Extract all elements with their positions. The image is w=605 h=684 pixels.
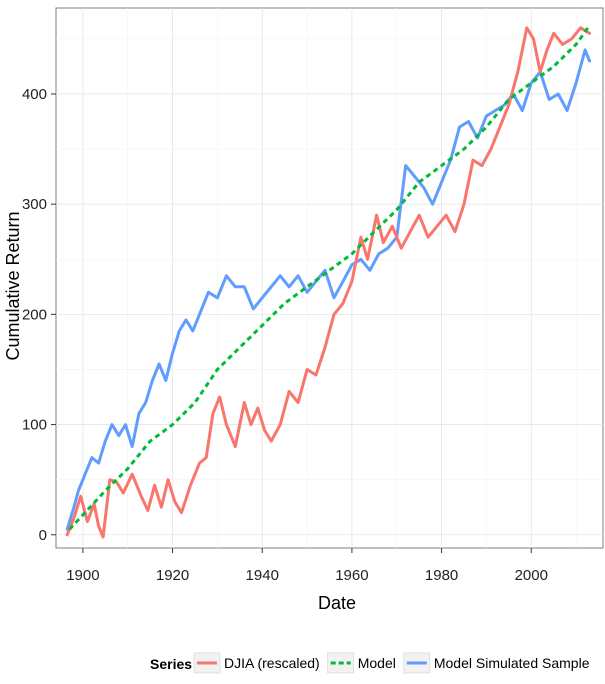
x-tick-label: 2000 (515, 567, 548, 584)
series-line-3 (65, 48, 591, 531)
y-tick-label: 0 (39, 527, 47, 544)
x-tick-label: 1960 (335, 567, 368, 584)
series-line-1 (65, 26, 591, 539)
y-tick-label: 300 (22, 196, 47, 213)
y-axis-label: Cumulative Return (3, 211, 23, 360)
legend-label-3: Model Simulated Sample (434, 655, 590, 671)
legend: Series DJIA (rescaled) Model Model Simulat… (150, 652, 590, 674)
y-tick-label: 100 (22, 417, 47, 434)
x-axis: 1900 1920 1940 1960 1980 2000 (66, 548, 548, 584)
series-line-2 (68, 24, 591, 531)
y-tick-label: 200 (22, 306, 47, 323)
legend-label-1: DJIA (rescaled) (224, 655, 320, 671)
legend-label-2: Model (358, 655, 396, 671)
y-tick-label: 400 (22, 86, 47, 103)
x-tick-label: 1900 (66, 567, 99, 584)
x-axis-label: Date (318, 593, 356, 613)
x-tick-label: 1920 (156, 567, 189, 584)
x-tick-label: 1940 (246, 567, 279, 584)
y-axis: 0 100 200 300 400 (22, 86, 56, 544)
x-tick-label: 1980 (425, 567, 458, 584)
grid-minor (56, 8, 603, 548)
legend-title: Series (150, 656, 192, 672)
series-layer (65, 24, 591, 539)
